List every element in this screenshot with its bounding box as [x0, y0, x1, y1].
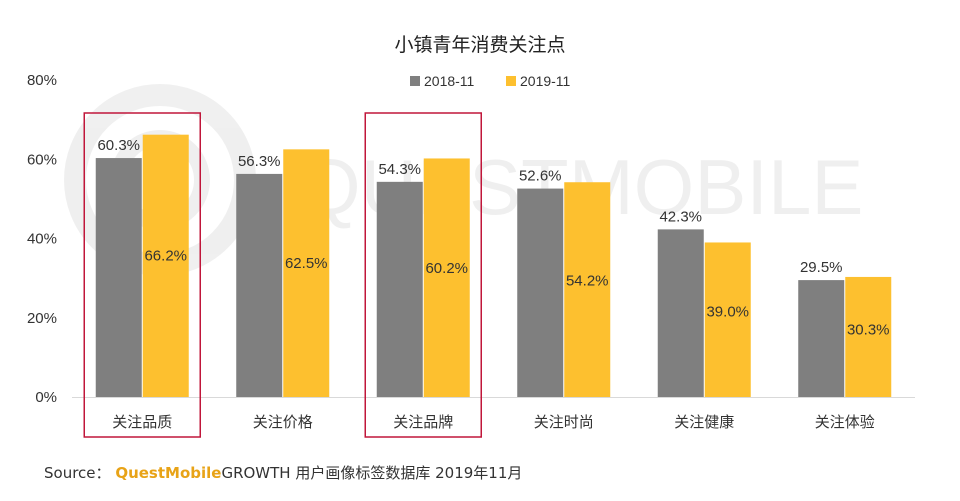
source-brand-logo: QuestMobile	[115, 464, 222, 482]
y-tick-label: 0%	[35, 389, 57, 406]
data-label-2019-11-关注品牌: 60.2%	[425, 260, 468, 277]
data-label-2019-11-关注体验: 30.3%	[847, 322, 890, 339]
source-note: Source： QuestMobileGROWTH 用户画像标签数据库 2019…	[44, 462, 522, 483]
x-tick-label: 关注时尚	[534, 414, 594, 431]
x-tick-label: 关注品牌	[393, 414, 453, 431]
y-tick-label: 60%	[27, 151, 57, 168]
chart-title: 小镇青年消费关注点	[394, 34, 565, 56]
data-label-2018-11-关注体验: 29.5%	[800, 259, 843, 276]
source-prefix: Source：	[44, 464, 111, 482]
bar-2018-11-关注品质	[95, 158, 142, 397]
bar-2019-11-关注体验	[845, 276, 892, 397]
data-label-2019-11-关注时尚: 54.2%	[566, 272, 609, 289]
data-label-2019-11-关注价格: 62.5%	[285, 255, 328, 272]
data-label-2018-11-关注健康: 42.3%	[659, 208, 702, 225]
source-text: GROWTH 用户画像标签数据库 2019年11月	[221, 464, 523, 482]
bar-2019-11-关注品牌	[423, 158, 470, 397]
legend-label-2019-11: 2019-11	[520, 73, 571, 89]
bar-2019-11-关注价格	[283, 149, 330, 397]
bar-2019-11-关注时尚	[564, 182, 611, 397]
y-tick-label: 40%	[27, 231, 57, 248]
x-tick-label: 关注价格	[253, 414, 313, 431]
highlight-box-关注品牌	[364, 112, 482, 438]
x-tick-label: 关注体验	[815, 414, 875, 431]
data-label-2019-11-关注品质: 66.2%	[144, 248, 187, 265]
data-label-2018-11-关注品质: 60.3%	[97, 137, 140, 154]
bar-2018-11-关注时尚	[517, 188, 564, 397]
legend-label-2018-11: 2018-11	[424, 73, 475, 89]
bar-2018-11-关注体验	[798, 280, 845, 397]
legend-swatch-2019-11	[506, 76, 516, 86]
x-tick-label: 关注健康	[674, 414, 734, 431]
legend-swatch-2018-11	[410, 76, 420, 86]
y-tick-label: 20%	[27, 310, 57, 327]
bar-2018-11-关注健康	[657, 229, 704, 397]
x-tick-label: 关注品质	[112, 414, 172, 431]
data-label-2018-11-关注品牌: 54.3%	[378, 161, 421, 178]
y-tick-label: 80%	[27, 72, 57, 89]
bar-2018-11-关注品牌	[376, 181, 423, 397]
data-label-2018-11-关注时尚: 52.6%	[519, 168, 562, 185]
highlight-box-关注品质	[83, 112, 201, 438]
data-label-2018-11-关注价格: 56.3%	[238, 153, 281, 170]
data-label-2019-11-关注健康: 39.0%	[706, 304, 749, 321]
bar-2019-11-关注健康	[704, 242, 751, 397]
bar-2019-11-关注品质	[142, 134, 189, 397]
bar-2018-11-关注价格	[236, 173, 283, 397]
